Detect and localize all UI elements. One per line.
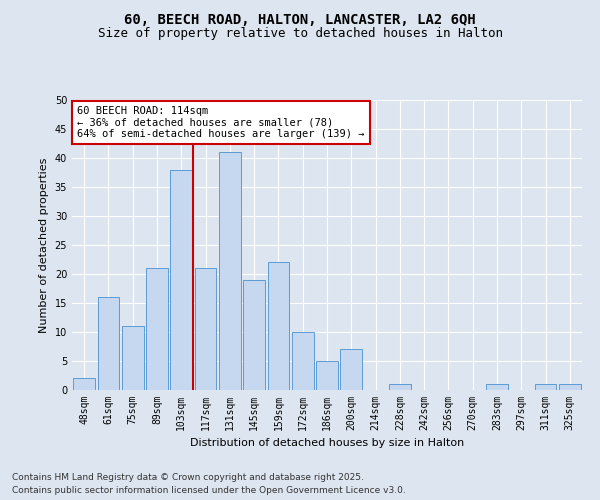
Bar [122,326,143,390]
Bar [486,384,508,390]
Bar [146,268,168,390]
Text: 60, BEECH ROAD, HALTON, LANCASTER, LA2 6QH: 60, BEECH ROAD, HALTON, LANCASTER, LA2 6… [124,12,476,26]
Bar [340,350,362,390]
X-axis label: Distribution of detached houses by size in Halton: Distribution of detached houses by size … [190,438,464,448]
Bar [389,384,411,390]
Text: Contains HM Land Registry data © Crown copyright and database right 2025.: Contains HM Land Registry data © Crown c… [12,474,364,482]
Text: Contains public sector information licensed under the Open Government Licence v3: Contains public sector information licen… [12,486,406,495]
Bar [194,268,217,390]
Bar [268,262,289,390]
Bar [292,332,314,390]
Text: Size of property relative to detached houses in Halton: Size of property relative to detached ho… [97,28,503,40]
Text: 60 BEECH ROAD: 114sqm
← 36% of detached houses are smaller (78)
64% of semi-deta: 60 BEECH ROAD: 114sqm ← 36% of detached … [77,106,365,139]
Bar [535,384,556,390]
Bar [243,280,265,390]
Bar [559,384,581,390]
Bar [170,170,192,390]
Bar [219,152,241,390]
Bar [97,297,119,390]
Y-axis label: Number of detached properties: Number of detached properties [39,158,49,332]
Bar [316,361,338,390]
Bar [73,378,95,390]
